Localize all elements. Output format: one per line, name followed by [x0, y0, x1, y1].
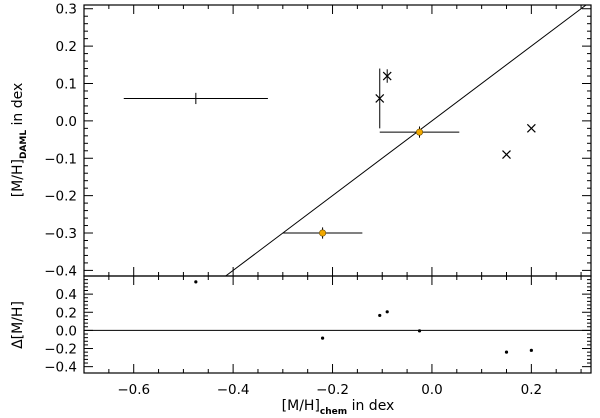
top-y-tick-label: 0.2 [56, 39, 77, 55]
bottom-y-tick-label: 0.2 [56, 305, 77, 321]
top-y-axis-label-sub: DAML [19, 130, 29, 159]
top-y-tick-label: 0.0 [56, 114, 77, 130]
residual-point [417, 329, 422, 333]
bottom-panel-marks [84, 280, 591, 354]
highlight-marker [319, 229, 327, 237]
top-panel-marks [123, 4, 587, 277]
top-y-axis-label: [M/H]DAML in dex [10, 83, 29, 198]
x-axis-label: [M/H]chem in dex [282, 398, 395, 417]
top-y-tick-label: −0.3 [44, 226, 77, 242]
bottom-y-tick-label: −0.2 [44, 342, 77, 358]
top-y-tick-label: 0.1 [56, 76, 77, 92]
top-panel-frame [83, 4, 592, 277]
top-panel-ticks: −0.4 −0.3 −0.2 −0.1 0.0 0.1 0.2 0.3 [44, 2, 591, 279]
residual-point [194, 280, 198, 284]
top-y-tick-label: −0.2 [44, 189, 77, 205]
bottom-y-tick-label: −0.4 [44, 360, 77, 376]
bottom-y-tick-label: 0.0 [56, 323, 77, 339]
residual-point [320, 336, 325, 340]
cross-marker [382, 71, 392, 81]
bottom-y-tick-label: 0.4 [56, 287, 77, 303]
x-axis-label-sub: chem [320, 407, 347, 417]
residual-point [385, 310, 389, 314]
top-y-tick-label: 0.3 [56, 2, 77, 18]
top-y-tick-label: −0.4 [44, 263, 77, 279]
cross-marker [502, 150, 511, 159]
x-tick-label: 0.0 [421, 382, 442, 398]
top-y-tick-label: −0.1 [44, 151, 77, 167]
x-tick-label: 0.2 [521, 382, 542, 398]
one-to-one-line [225, 4, 587, 277]
x-tick-label: −0.2 [316, 382, 349, 398]
x-axis-label-tail: in dex [347, 398, 394, 414]
residual-point [378, 313, 382, 318]
bottom-y-axis-label: Δ[M/H] [10, 301, 26, 349]
x-tick-label: −0.4 [217, 382, 250, 398]
top-y-axis-label-main: [M/H] [10, 159, 26, 197]
highlight-marker [416, 128, 424, 136]
bottom-panel-frame [83, 275, 592, 374]
cross-marker [375, 94, 385, 103]
bottom-panel-ticks: −0.6 −0.4 −0.2 0.0 0.2 −0.4 −0.2 0.0 0.2 0.4 [44, 276, 591, 398]
top-y-axis-label-tail: in dex [10, 83, 26, 130]
cross-marker [526, 123, 536, 133]
x-tick-label: −0.6 [117, 382, 150, 398]
residual-point [504, 350, 509, 354]
residual-point [529, 348, 533, 352]
x-axis-label-main: [M/H] [282, 398, 320, 414]
